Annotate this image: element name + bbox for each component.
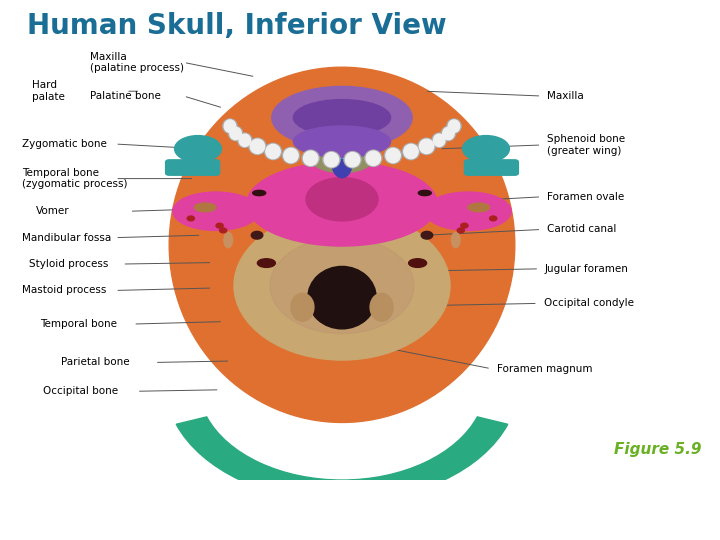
- Ellipse shape: [311, 146, 373, 173]
- Ellipse shape: [418, 138, 435, 154]
- Ellipse shape: [432, 133, 446, 147]
- Text: Mastoid process: Mastoid process: [22, 286, 106, 295]
- Ellipse shape: [238, 133, 252, 147]
- Ellipse shape: [404, 144, 418, 159]
- Ellipse shape: [463, 136, 510, 162]
- Ellipse shape: [386, 148, 400, 163]
- Text: Sphenoid bone
(greater wing): Sphenoid bone (greater wing): [547, 134, 626, 156]
- Text: Foramen ovale: Foramen ovale: [547, 192, 624, 202]
- Text: Styloid process: Styloid process: [29, 259, 108, 269]
- Ellipse shape: [294, 99, 391, 136]
- Ellipse shape: [291, 293, 314, 321]
- Ellipse shape: [282, 147, 300, 164]
- Ellipse shape: [251, 139, 265, 153]
- Ellipse shape: [270, 238, 414, 334]
- Text: Copyright © 2009 Pearson Education Inc.   publishing as Benjamin Cummings: Copyright © 2009 Pearson Education Inc. …: [184, 519, 536, 528]
- Ellipse shape: [228, 126, 243, 140]
- Ellipse shape: [441, 126, 456, 140]
- Ellipse shape: [425, 192, 511, 231]
- Ellipse shape: [216, 223, 223, 228]
- Text: Temporal bone
(zygomatic process): Temporal bone (zygomatic process): [22, 168, 127, 190]
- Ellipse shape: [271, 86, 412, 149]
- Text: Human Skull, Inferior View: Human Skull, Inferior View: [27, 12, 447, 40]
- Ellipse shape: [222, 119, 237, 133]
- Text: Parietal bone: Parietal bone: [61, 357, 130, 367]
- Text: Palatine bone: Palatine bone: [90, 91, 161, 101]
- Ellipse shape: [294, 126, 391, 157]
- Ellipse shape: [421, 231, 433, 239]
- Ellipse shape: [366, 151, 381, 165]
- Ellipse shape: [266, 144, 280, 159]
- Ellipse shape: [461, 223, 468, 228]
- Text: Jugular foramen: Jugular foramen: [545, 264, 629, 274]
- Text: Foramen magnum: Foramen magnum: [497, 363, 593, 374]
- Ellipse shape: [303, 151, 318, 165]
- Ellipse shape: [239, 134, 251, 146]
- Text: Vomer: Vomer: [36, 206, 70, 216]
- Ellipse shape: [251, 231, 263, 239]
- Text: Figure 5.9: Figure 5.9: [614, 442, 702, 457]
- Ellipse shape: [249, 138, 266, 154]
- Ellipse shape: [468, 203, 490, 212]
- Ellipse shape: [365, 150, 382, 166]
- Ellipse shape: [308, 266, 376, 329]
- Text: Maxilla: Maxilla: [547, 91, 584, 101]
- Ellipse shape: [447, 119, 462, 133]
- Ellipse shape: [302, 150, 319, 166]
- Ellipse shape: [419, 139, 433, 153]
- Ellipse shape: [409, 259, 426, 267]
- Text: Zygomatic bone: Zygomatic bone: [22, 139, 107, 149]
- Ellipse shape: [449, 120, 460, 132]
- Text: Temporal bone: Temporal bone: [40, 319, 117, 329]
- Ellipse shape: [490, 216, 497, 221]
- Ellipse shape: [324, 152, 338, 167]
- Ellipse shape: [402, 143, 420, 160]
- Text: Carotid canal: Carotid canal: [547, 225, 616, 234]
- Ellipse shape: [174, 136, 222, 162]
- Ellipse shape: [306, 178, 378, 221]
- Wedge shape: [176, 417, 508, 502]
- Ellipse shape: [230, 127, 241, 140]
- Ellipse shape: [384, 147, 402, 164]
- Ellipse shape: [346, 152, 360, 167]
- Ellipse shape: [334, 144, 350, 158]
- Text: Hard
palate: Hard palate: [32, 80, 66, 102]
- Ellipse shape: [418, 190, 431, 195]
- Ellipse shape: [451, 232, 460, 248]
- Ellipse shape: [253, 190, 266, 195]
- Ellipse shape: [264, 143, 282, 160]
- Ellipse shape: [443, 127, 454, 140]
- Ellipse shape: [323, 152, 340, 168]
- Ellipse shape: [246, 162, 438, 246]
- Ellipse shape: [169, 67, 515, 422]
- Ellipse shape: [457, 228, 464, 233]
- Ellipse shape: [187, 216, 194, 221]
- Ellipse shape: [258, 259, 275, 267]
- Text: Occipital condyle: Occipital condyle: [544, 299, 634, 308]
- Ellipse shape: [344, 152, 361, 168]
- Ellipse shape: [284, 148, 298, 163]
- Ellipse shape: [173, 192, 259, 231]
- Text: Maxilla
(palatine process): Maxilla (palatine process): [90, 52, 184, 73]
- Ellipse shape: [224, 120, 235, 132]
- Ellipse shape: [194, 203, 216, 212]
- Ellipse shape: [224, 232, 233, 248]
- Ellipse shape: [433, 134, 445, 146]
- Text: Occipital bone: Occipital bone: [43, 386, 118, 396]
- Text: Mandibular fossa: Mandibular fossa: [22, 233, 111, 242]
- Ellipse shape: [234, 211, 450, 360]
- Ellipse shape: [332, 149, 352, 178]
- Ellipse shape: [220, 228, 227, 233]
- FancyBboxPatch shape: [166, 160, 220, 175]
- Ellipse shape: [370, 293, 393, 321]
- FancyBboxPatch shape: [464, 160, 518, 175]
